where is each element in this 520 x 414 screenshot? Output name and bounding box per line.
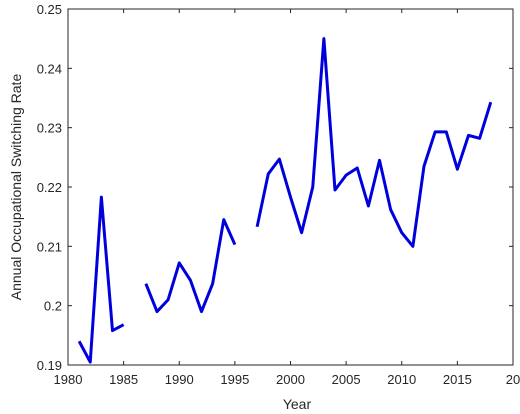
x-tick-label: 1985 (109, 372, 138, 387)
y-tick-label: 0.22 (37, 180, 62, 195)
x-tick-label: 20 (506, 372, 520, 387)
x-tick-label: 2015 (443, 372, 472, 387)
y-tick-label: 0.24 (37, 61, 62, 76)
series-line-segment (144, 218, 237, 314)
series-line-segment (77, 195, 125, 364)
ticks-layer: 1980 1985 1990 1995 2000 2005 2010 2015 20 0.19 0.… (37, 2, 520, 387)
series-layer (77, 37, 493, 364)
x-tick-label: 1995 (220, 372, 249, 387)
y-tick-label: 0.2 (44, 299, 62, 314)
y-tick-label: 0.21 (37, 239, 62, 254)
x-tick-label: 2000 (276, 372, 305, 387)
y-axis-label: Annual Occupational Switching Rate (8, 74, 24, 301)
x-tick-label: 2010 (387, 372, 416, 387)
plot-area (67, 8, 514, 366)
x-axis-label: Year (283, 396, 312, 412)
y-tick-label: 0.25 (37, 2, 62, 17)
y-tick-label: 0.23 (37, 121, 62, 136)
series-line-segment (255, 37, 493, 248)
x-tick-label: 1990 (165, 372, 194, 387)
y-tick-label: 0.19 (37, 358, 62, 373)
x-tick-label: 1980 (54, 372, 83, 387)
x-tick-label: 2005 (332, 372, 361, 387)
